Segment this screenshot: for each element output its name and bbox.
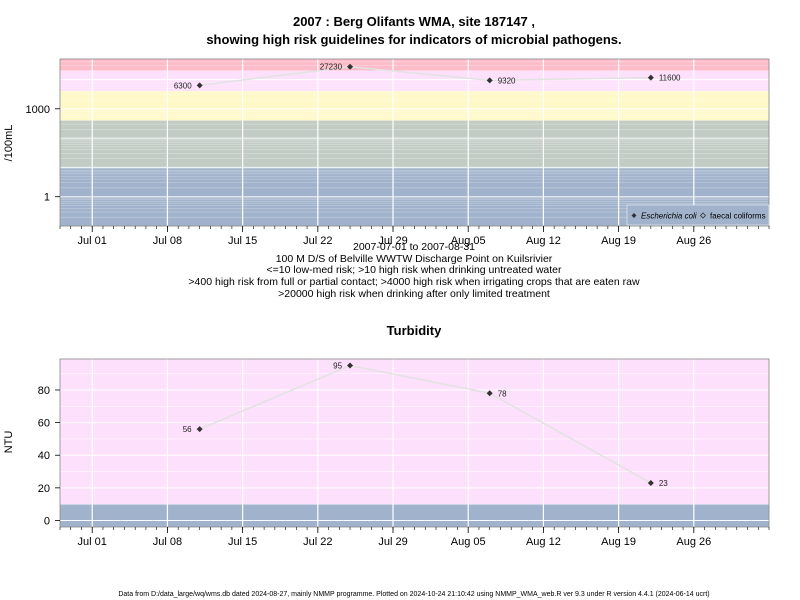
microbial-x-tick-label-6: Aug 12 [526, 235, 561, 247]
subtitle-line-date-range: 2007-07-01 to 2007-08-31 [353, 241, 475, 253]
microbial-data-label-0: 6300 [174, 81, 192, 90]
microbial-risk-band-2 [60, 91, 769, 121]
turbidity-data-label-2: 78 [498, 389, 507, 398]
turbidity-title: Turbidity [387, 323, 442, 338]
turbidity-y-tick-label-0: 0 [44, 515, 50, 527]
turbidity-data-point-2 [486, 390, 493, 397]
turbidity-x-tick-label-6: Aug 12 [526, 536, 561, 548]
turbidity-x-tick-label-0: Jul 01 [78, 536, 107, 548]
legend-marker-ecoli [631, 213, 637, 218]
microbial-x-tick-label-2: Jul 15 [228, 235, 257, 247]
turbidity-y-tick-label-2: 40 [38, 450, 50, 462]
turbidity-data-label-1: 95 [333, 362, 342, 371]
legend-label-ecoli: Escherichia coli [641, 212, 697, 221]
microbial-data-label-2: 9320 [498, 76, 516, 85]
turbidity-x-tick-label-4: Jul 29 [378, 536, 407, 548]
microbial-x-tick-label-5: Aug 05 [451, 235, 486, 247]
microbial-y-axis-label: /100mL [3, 125, 15, 162]
subtitle-line-guideline-1: <=10 low-med risk; >10 high risk when dr… [266, 264, 562, 276]
turbidity-chart-panel: Jul 01 Jul 08 Jul 15 Jul 22 Jul 29 Aug 05 Aug … [38, 358, 770, 548]
microbial-y-tick-label-1: 1000 [26, 104, 50, 116]
turbidity-x-tick-label-8: Aug 26 [676, 536, 711, 548]
turbidity-risk-band-0 [60, 504, 769, 527]
legend: Escherichia coli faecal coliforms [626, 204, 770, 226]
microbial-data-point-3 [647, 74, 654, 81]
microbial-data-point-2 [486, 77, 493, 84]
turbidity-x-tick-label-2: Jul 15 [228, 536, 257, 548]
legend-marker-faecal [699, 212, 707, 219]
microbial-data-point-1 [347, 63, 354, 70]
legend-label-faecal-coliforms: faecal coliforms [710, 212, 766, 221]
subtitle-line-site: 100 M D/S of Belville WWTW Discharge Poi… [276, 253, 553, 265]
microbial-x-tick-label-4: Jul 29 [378, 235, 407, 247]
turbidity-x-tick-label-5: Aug 05 [451, 536, 486, 548]
subtitle-line-guideline-2: >400 high risk from full or partial cont… [188, 276, 640, 288]
turbidity-y-tick-label-4: 80 [38, 385, 50, 397]
turbidity-data-point-1 [347, 362, 354, 369]
turbidity-y-tick-label-3: 60 [38, 418, 50, 430]
microbial-x-tick-label-7: Aug 19 [601, 235, 636, 247]
microbial-x-tick-label-8: Aug 26 [676, 235, 711, 247]
turbidity-y-tick-label-1: 20 [38, 483, 50, 495]
chart-title-line2: showing high risk guidelines for indicat… [206, 32, 621, 47]
turbidity-x-tick-label-1: Jul 08 [153, 536, 182, 548]
microbial-data-label-3: 11600 [659, 74, 681, 83]
microbial-data-label-1: 27230 [320, 63, 343, 72]
turbidity-data-label-3: 23 [659, 479, 668, 488]
microbial-x-tick-label-3: Jul 22 [303, 235, 332, 247]
turbidity-data-point-3 [647, 479, 654, 486]
turbidity-series-line-0 [199, 364, 652, 484]
turbidity-x-tick-label-7: Aug 19 [601, 536, 636, 548]
turbidity-x-tick-label-3: Jul 22 [303, 536, 332, 548]
microbial-y-tick-label-0: 1 [44, 192, 50, 204]
microbial-risk-band-4 [60, 59, 769, 71]
footer-note: Data from D:/data_large/wq/wms.db dated … [118, 591, 709, 598]
subtitle-line-guideline-3: >20000 high risk when drinking after onl… [278, 288, 550, 300]
turbidity-data-label-0: 56 [183, 425, 192, 434]
microbial-data-point-0 [196, 82, 203, 89]
microbial-series-line-0 [199, 65, 651, 87]
microbial-x-tick-label-0: Jul 01 [78, 235, 107, 247]
microbial-x-tick-label-1: Jul 08 [153, 235, 182, 247]
microbial-risk-band-1 [60, 120, 769, 168]
turbidity-y-axis-label: NTU [3, 431, 15, 454]
turbidity-data-point-0 [196, 426, 203, 433]
chart-title-line1: 2007 : Berg Olifants WMA, site 187147 , [293, 14, 535, 29]
